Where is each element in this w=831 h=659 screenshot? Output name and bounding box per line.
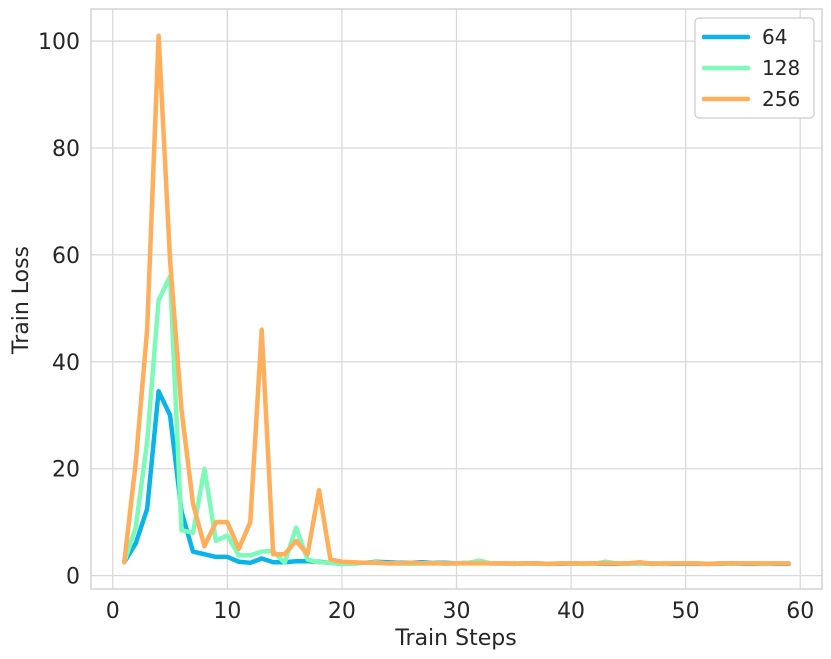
- series-lines: [121, 33, 792, 567]
- x-tick-label: 60: [786, 599, 814, 624]
- x-tick-label: 20: [328, 599, 356, 624]
- y-tick-label: 0: [66, 565, 80, 590]
- x-tick-label: 0: [106, 599, 120, 624]
- tick-labels: 0 10 20 30 40 50 60 0 20 40 60 80 100: [38, 30, 814, 624]
- x-axis-label: Train Steps: [394, 626, 516, 651]
- legend: 64 128 256: [694, 17, 815, 119]
- legend-box: [694, 17, 815, 119]
- x-tick-label: 10: [213, 599, 241, 624]
- y-axis-label: Train Loss: [9, 246, 34, 355]
- y-tick-label: 80: [52, 137, 80, 162]
- y-tick-label: 100: [38, 30, 80, 55]
- legend-label-256: 256: [762, 87, 800, 111]
- series-line-256: [121, 33, 792, 567]
- y-tick-label: 20: [52, 458, 80, 483]
- y-tick-label: 40: [52, 351, 80, 376]
- y-tick-label: 60: [52, 244, 80, 269]
- x-tick-label: 30: [443, 599, 471, 624]
- plot-frame: [90, 8, 823, 590]
- legend-label-128: 128: [762, 56, 800, 80]
- legend-label-64: 64: [762, 25, 787, 49]
- x-tick-label: 40: [557, 599, 585, 624]
- x-tick-label: 50: [672, 599, 700, 624]
